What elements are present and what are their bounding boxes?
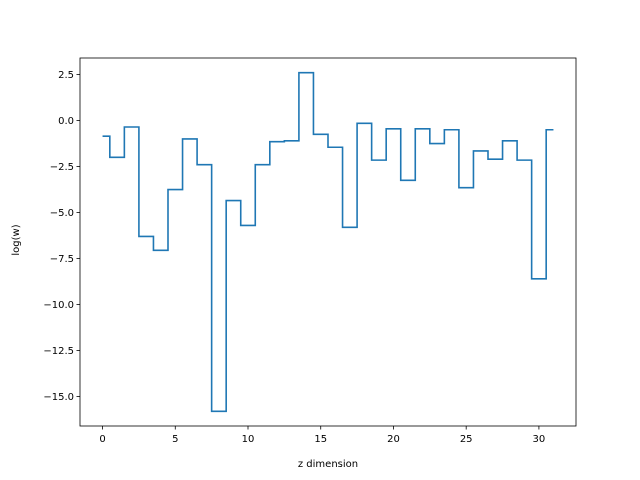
x-tick-label: 20 bbox=[387, 434, 400, 445]
plot-area bbox=[102, 71, 554, 413]
y-tick-label: −2.5 bbox=[50, 162, 74, 173]
y-tick-label: −5.0 bbox=[50, 208, 74, 219]
x-tick-label: 15 bbox=[314, 434, 327, 445]
x-tick-label: 30 bbox=[533, 434, 546, 445]
x-tick-label: 10 bbox=[242, 434, 255, 445]
x-tick-label: 25 bbox=[460, 434, 473, 445]
y-tick-label: −7.5 bbox=[50, 254, 74, 265]
x-tick-label: 0 bbox=[99, 434, 105, 445]
y-tick-label: 2.5 bbox=[58, 70, 74, 81]
x-axis-label: z dimension bbox=[298, 459, 358, 470]
plot-frame bbox=[79, 57, 577, 427]
y-tick-label: −15.0 bbox=[43, 392, 74, 403]
series-line bbox=[102, 71, 554, 413]
y-tick-label: 0.0 bbox=[58, 116, 74, 127]
y-tick-label: −10.0 bbox=[43, 300, 74, 311]
y-tick-label: −12.5 bbox=[43, 346, 74, 357]
x-axis-ticks: 0 5 10 15 20 25 30 bbox=[99, 426, 545, 445]
y-axis-ticks: 2.5 0.0 −2.5 −5.0 −7.5 −10.0 −12.5 −15.0 bbox=[43, 70, 80, 403]
y-axis-label: log(w) bbox=[11, 224, 22, 255]
x-tick-label: 5 bbox=[172, 434, 178, 445]
